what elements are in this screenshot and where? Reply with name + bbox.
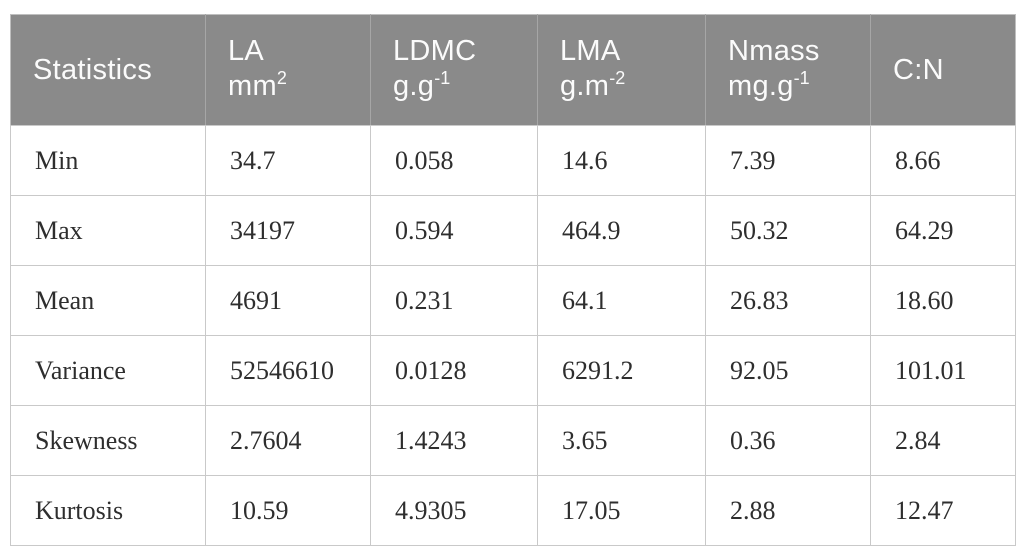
value-cell: 14.6	[537, 125, 706, 196]
column-title: LMA	[560, 34, 621, 67]
statistics-table: Statistics LA mm2 LDMC g.g-1 LMA g.m-2 N…	[10, 14, 1016, 546]
column-title: Statistics	[33, 53, 153, 86]
value-cell: 50.32	[705, 195, 871, 266]
value-cell: 34197	[205, 195, 371, 266]
column-unit: g.m-2	[560, 67, 626, 102]
value-cell: 2.84	[870, 405, 1016, 476]
table-row: Mean 4691 0.231 64.1 26.83 18.60	[10, 265, 1016, 336]
column-header-ldmc: LDMC g.g-1	[370, 14, 538, 126]
value-cell: 101.01	[870, 335, 1016, 406]
column-title: C:N	[893, 53, 944, 86]
column-header-lma: LMA g.m-2	[537, 14, 706, 126]
column-title: LDMC	[393, 34, 477, 67]
column-header-la: LA mm2	[205, 14, 371, 126]
header-row: Statistics LA mm2 LDMC g.g-1 LMA g.m-2 N…	[10, 14, 1016, 126]
statistics-table-container: Statistics LA mm2 LDMC g.g-1 LMA g.m-2 N…	[10, 14, 1016, 546]
table-header: Statistics LA mm2 LDMC g.g-1 LMA g.m-2 N…	[10, 14, 1016, 126]
table-row: Min 34.7 0.058 14.6 7.39 8.66	[10, 125, 1016, 196]
value-cell: 0.594	[370, 195, 538, 266]
value-cell: 2.7604	[205, 405, 371, 476]
value-cell: 52546610	[205, 335, 371, 406]
row-label-cell: Kurtosis	[10, 475, 206, 546]
value-cell: 0.0128	[370, 335, 538, 406]
value-cell: 1.4243	[370, 405, 538, 476]
column-header-cn: C:N	[870, 14, 1016, 126]
value-cell: 4.9305	[370, 475, 538, 546]
column-title: Nmass	[728, 34, 820, 67]
value-cell: 26.83	[705, 265, 871, 336]
value-cell: 64.29	[870, 195, 1016, 266]
column-unit: mm2	[228, 67, 287, 102]
row-label-cell: Max	[10, 195, 206, 266]
value-cell: 34.7	[205, 125, 371, 196]
value-cell: 6291.2	[537, 335, 706, 406]
value-cell: 464.9	[537, 195, 706, 266]
value-cell: 12.47	[870, 475, 1016, 546]
table-row: Kurtosis 10.59 4.9305 17.05 2.88 12.47	[10, 475, 1016, 546]
value-cell: 4691	[205, 265, 371, 336]
value-cell: 0.36	[705, 405, 871, 476]
value-cell: 18.60	[870, 265, 1016, 336]
row-label-cell: Mean	[10, 265, 206, 336]
row-label-cell: Skewness	[10, 405, 206, 476]
value-cell: 8.66	[870, 125, 1016, 196]
table-row: Skewness 2.7604 1.4243 3.65 0.36 2.84	[10, 405, 1016, 476]
column-header-nmass: Nmass mg.g-1	[705, 14, 871, 126]
column-unit: mg.g-1	[728, 67, 810, 102]
value-cell: 0.231	[370, 265, 538, 336]
row-label-cell: Min	[10, 125, 206, 196]
value-cell: 3.65	[537, 405, 706, 476]
value-cell: 64.1	[537, 265, 706, 336]
column-header-statistics: Statistics	[10, 14, 206, 126]
value-cell: 92.05	[705, 335, 871, 406]
table-body: Min 34.7 0.058 14.6 7.39 8.66 Max 34197 …	[10, 125, 1016, 546]
table-row: Max 34197 0.594 464.9 50.32 64.29	[10, 195, 1016, 266]
table-row: Variance 52546610 0.0128 6291.2 92.05 10…	[10, 335, 1016, 406]
value-cell: 17.05	[537, 475, 706, 546]
value-cell: 7.39	[705, 125, 871, 196]
value-cell: 0.058	[370, 125, 538, 196]
column-unit: g.g-1	[393, 67, 451, 102]
value-cell: 10.59	[205, 475, 371, 546]
column-title: LA	[228, 34, 265, 67]
row-label-cell: Variance	[10, 335, 206, 406]
value-cell: 2.88	[705, 475, 871, 546]
